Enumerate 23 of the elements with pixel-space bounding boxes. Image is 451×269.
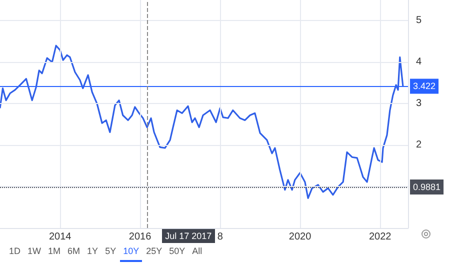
y-tick-label: 5 [416, 15, 422, 26]
x-tick-label: 2014 [48, 232, 72, 242]
text: 5Y [105, 245, 116, 258]
text: 25Y [146, 245, 162, 258]
line-series [0, 44, 404, 199]
text: All [192, 245, 202, 258]
x-tick-label: 8 [217, 232, 224, 242]
y-tick-label: 4 [416, 56, 422, 68]
x-tick-label: 2020 [288, 232, 312, 242]
text: 1M [48, 245, 61, 258]
ref-line-label: 3.422 [413, 81, 436, 92]
text: 1D [9, 245, 21, 258]
y-tick-label: 3 [416, 98, 422, 110]
text: Jul 17 2017 [162, 229, 215, 243]
text: 50Y [169, 245, 186, 258]
x-tick-label: 2016 [128, 232, 152, 242]
text: 1Y [87, 245, 98, 258]
x-tick-label: 2022 [368, 232, 392, 242]
text: 6M [68, 245, 80, 258]
text: 1W [28, 245, 42, 258]
ref-line-label: 0.9881 [413, 182, 441, 192]
text: 10Y [123, 245, 140, 258]
y-tick-label: 2 [416, 140, 422, 151]
